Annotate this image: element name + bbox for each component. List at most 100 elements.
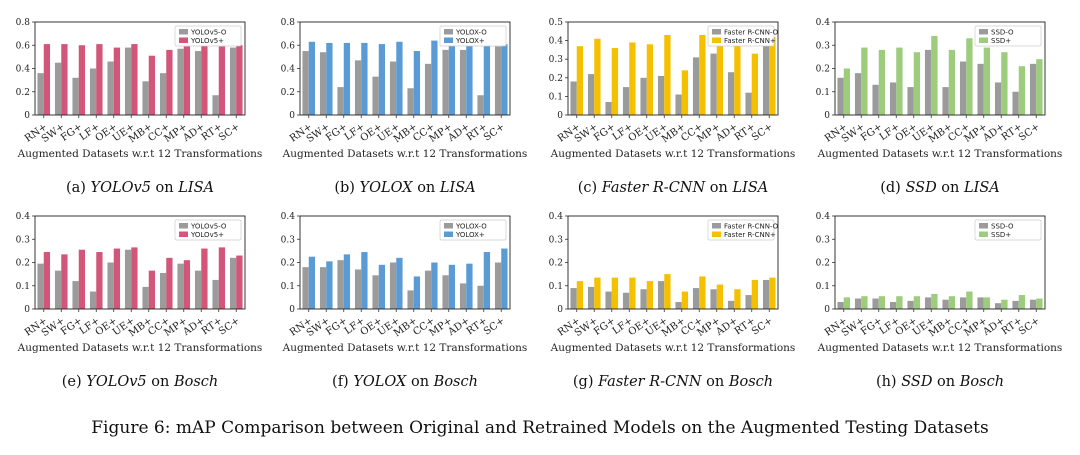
- bar-original-MP+: [177, 48, 184, 115]
- bar-original-MP+: [977, 297, 984, 310]
- bar-original-RN+: [837, 302, 844, 309]
- bar-original-OE+: [907, 87, 914, 115]
- legend-swatch: [979, 223, 988, 229]
- legend-label: YOLOv5+: [190, 37, 224, 45]
- bar-retrained-FG+: [611, 48, 619, 115]
- bar-original-UE+: [657, 281, 665, 309]
- bar-original-CC+: [692, 57, 700, 115]
- y-tick-label: 0.6: [281, 41, 296, 51]
- bar-original-AD+: [459, 283, 467, 309]
- y-tick-label: 0.1: [816, 88, 830, 98]
- legend-swatch: [179, 37, 188, 43]
- bar-original-LF+: [889, 82, 897, 115]
- bar-original-SC+: [762, 279, 770, 309]
- bar-original-RT+: [212, 95, 219, 115]
- bar-original-AD+: [194, 51, 202, 115]
- bar-original-FG+: [72, 281, 79, 309]
- bar-original-RN+: [837, 77, 844, 115]
- y-tick-label: 0.8: [16, 18, 31, 28]
- bar-original-OE+: [640, 289, 647, 309]
- bar-retrained-AD+: [734, 42, 741, 115]
- bar-original-SW+: [587, 286, 595, 309]
- bar-original-MP+: [442, 275, 449, 309]
- x-tick-label: SC+: [1017, 315, 1042, 337]
- legend-swatch: [712, 223, 721, 229]
- bar-retrained-FG+: [343, 254, 351, 309]
- bar-retrained-RT+: [483, 252, 491, 309]
- bar-original-RT+: [477, 285, 484, 309]
- y-tick-label: 0: [557, 111, 563, 121]
- bar-original-CC+: [692, 288, 700, 309]
- bar-retrained-MP+: [716, 40, 724, 115]
- y-tick-label: 0.4: [549, 212, 564, 222]
- subfigure-caption: (a) YOLOv5 on LISA: [66, 180, 214, 196]
- bar-retrained-OE+: [646, 44, 654, 115]
- legend-box: [707, 219, 775, 241]
- bar-original-FG+: [872, 84, 879, 115]
- legend-swatch: [712, 29, 721, 35]
- bar-retrained-RN+: [843, 297, 851, 310]
- x-tick-label: SC+: [217, 315, 242, 337]
- y-tick-label: 0.2: [816, 65, 830, 75]
- bar-original-UE+: [924, 297, 932, 310]
- bar-original-OE+: [372, 76, 379, 115]
- bar-retrained-RT+: [1018, 66, 1026, 115]
- y-tick-label: 0: [24, 111, 30, 121]
- y-tick-label: 0.1: [816, 282, 830, 292]
- legend-label: Faster R-CNN-O: [724, 29, 779, 37]
- bar-retrained-OE+: [378, 264, 386, 309]
- bar-retrained-UE+: [664, 35, 671, 115]
- legend-label: Faster R-CNN-O: [724, 223, 779, 231]
- x-tick-label: SC+: [482, 121, 507, 143]
- plot-frame: [299, 215, 511, 310]
- legend-box: [974, 25, 1042, 47]
- bar-retrained-RN+: [308, 256, 316, 309]
- x-tick-label: SC+: [217, 121, 242, 143]
- bar-original-UE+: [124, 47, 132, 115]
- legend-label: SSD-O: [991, 29, 1014, 37]
- bar-retrained-UE+: [131, 44, 138, 116]
- bar-retrained-CC+: [431, 40, 438, 115]
- bar-retrained-LF+: [896, 47, 903, 115]
- bar-original-MP+: [710, 53, 717, 115]
- chart-d: 00.10.20.30.4RN+SW+FG+LF+OE+UE+MB+CC+MP+…: [816, 18, 1063, 196]
- bar-retrained-CC+: [966, 291, 973, 309]
- bar-retrained-CC+: [166, 49, 173, 115]
- bar-retrained-LF+: [629, 42, 636, 115]
- bar-retrained-RT+: [751, 53, 759, 115]
- y-tick-label: 0.6: [16, 41, 31, 51]
- legend-label: Faster R-CNN+: [724, 37, 776, 45]
- legend-label: YOLOX+: [455, 231, 485, 239]
- bar-retrained-CC+: [166, 257, 173, 309]
- y-tick-label: 0.2: [549, 259, 563, 269]
- bar-retrained-MB+: [148, 55, 156, 115]
- bar-retrained-RN+: [308, 41, 316, 116]
- bar-retrained-SW+: [861, 47, 868, 115]
- bar-original-SW+: [854, 73, 862, 115]
- bar-original-LF+: [354, 269, 362, 309]
- bar-original-FG+: [605, 291, 612, 309]
- bar-original-OE+: [107, 61, 114, 115]
- bar-retrained-SC+: [1036, 298, 1043, 309]
- y-tick-label: 0.3: [549, 235, 564, 245]
- bar-retrained-OE+: [646, 281, 654, 309]
- bar-retrained-CC+: [966, 38, 973, 115]
- subfigure-caption: (b) YOLOX on LISA: [334, 180, 475, 196]
- bar-original-CC+: [424, 270, 432, 309]
- x-axis-label: Augmented Datasets w.r.t 12 Transformati…: [17, 148, 263, 160]
- x-axis-label: Augmented Datasets w.r.t 12 Transformati…: [550, 148, 796, 160]
- y-tick-label: 0.5: [549, 18, 564, 28]
- y-tick-label: 0.3: [816, 235, 831, 245]
- y-tick-label: 0.3: [549, 55, 564, 65]
- x-axis-label: Augmented Datasets w.r.t 12 Transformati…: [817, 342, 1063, 354]
- y-tick-label: 0.1: [16, 282, 30, 292]
- bar-original-CC+: [159, 272, 167, 309]
- bar-retrained-SC+: [769, 36, 776, 115]
- x-axis-label: Augmented Datasets w.r.t 12 Transformati…: [282, 148, 528, 160]
- bar-retrained-OE+: [113, 47, 121, 115]
- bar-retrained-MP+: [448, 44, 456, 116]
